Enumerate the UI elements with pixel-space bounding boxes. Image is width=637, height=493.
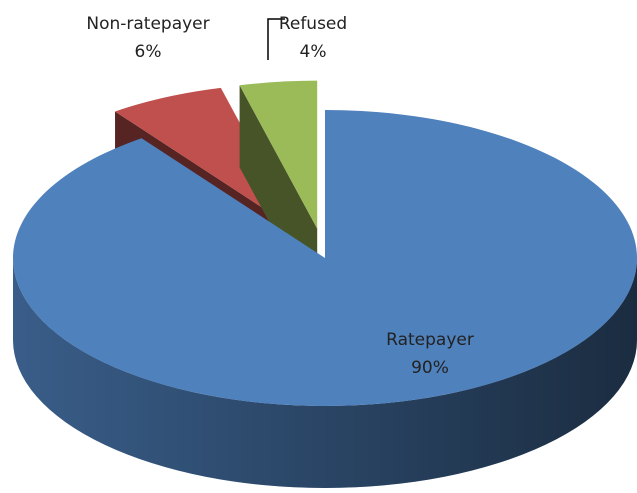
slice-value-label: 6% — [135, 42, 162, 62]
slice — [12, 110, 637, 406]
slice — [115, 87, 299, 232]
slice-label: Ratepayer — [386, 330, 474, 350]
labels: Non-ratepayer 6% Refused 4% Ratepayer 90% — [86, 14, 473, 378]
pie — [12, 80, 637, 488]
slice-label: Refused — [279, 14, 347, 34]
slice-rim-shade — [13, 258, 637, 488]
slice-value-label: 90% — [411, 358, 449, 378]
leader-line — [267, 18, 285, 60]
slice-value-label: 4% — [300, 42, 327, 62]
slice-label: Non-ratepayer — [86, 14, 209, 34]
slice — [239, 80, 318, 229]
